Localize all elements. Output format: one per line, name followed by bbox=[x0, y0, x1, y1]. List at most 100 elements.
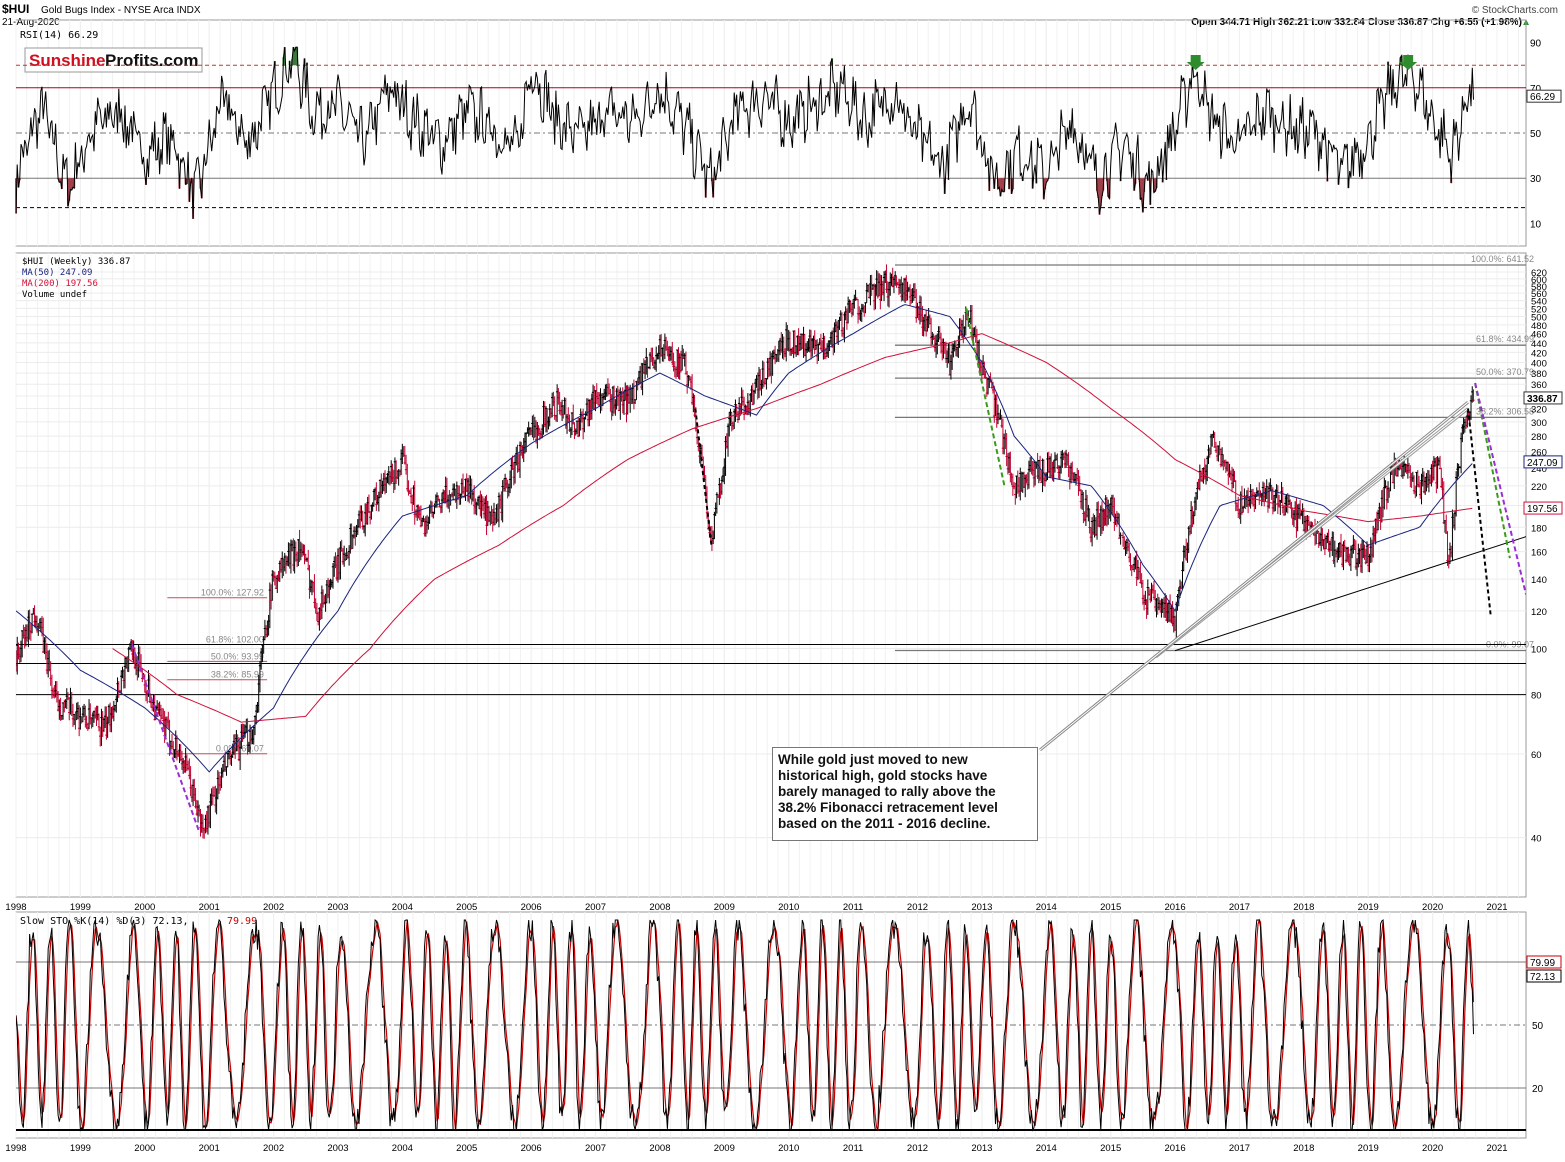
year-tick-label: 2000 bbox=[134, 1143, 155, 1154]
year-tick-label: 2016 bbox=[1164, 902, 1185, 913]
sto-tick-label: 20 bbox=[1532, 1084, 1544, 1095]
year-tick-label: 2003 bbox=[327, 1143, 348, 1154]
rsi-arrows bbox=[1186, 55, 1418, 70]
fib-label-1999-2000: 100.0%: 127.92 bbox=[201, 588, 264, 598]
year-tick-label: 2009 bbox=[714, 902, 735, 913]
price-tick-label: 600 bbox=[1531, 275, 1547, 286]
rsi-tick-label: 50 bbox=[1530, 129, 1542, 140]
year-tick-label: 2002 bbox=[263, 1143, 284, 1154]
sunshine-profits-logo: Sunshine Profits.com bbox=[24, 47, 203, 73]
grid-lines bbox=[15, 20, 1526, 1138]
year-tick-label: 2020 bbox=[1422, 902, 1443, 913]
price-tick-label: 220 bbox=[1531, 482, 1547, 493]
price-tick-label: 400 bbox=[1531, 358, 1547, 369]
rsi-legend: RSI(14) 66.29 bbox=[20, 30, 98, 41]
year-tick-label: 2016 bbox=[1164, 1143, 1185, 1154]
year-tick-label: 2013 bbox=[971, 1143, 992, 1154]
annotation-line-5: based on the 2011 - 2016 decline. bbox=[778, 816, 991, 831]
price-legend-volume: Volume undef bbox=[22, 290, 87, 300]
price-tick-label: 280 bbox=[1531, 432, 1547, 443]
year-tick-label: 1998 bbox=[5, 1143, 26, 1154]
price-tick-label: 480 bbox=[1531, 321, 1547, 332]
chart-symbol: $HUI bbox=[2, 2, 29, 16]
black-dashed-projection bbox=[694, 408, 713, 546]
price-legend-ma200: MA(200) 197.56 bbox=[22, 279, 98, 289]
price-tick-label: 440 bbox=[1531, 339, 1547, 350]
chart-source: © StockCharts.com bbox=[1472, 5, 1558, 16]
price-tick-label: 300 bbox=[1531, 418, 1547, 429]
sto-reference-lines bbox=[16, 961, 1526, 1131]
rsi-tick-label: 70 bbox=[1530, 84, 1542, 95]
svg-text:197.56: 197.56 bbox=[1527, 504, 1558, 515]
annotation-leader-line-inner bbox=[1039, 401, 1469, 751]
year-tick-label: 1999 bbox=[70, 902, 91, 913]
year-tick-label: 2006 bbox=[521, 1143, 542, 1154]
price-panel-frame bbox=[15, 252, 1527, 898]
rsi-series-line bbox=[16, 46, 1474, 219]
last-price-label: 336.87 bbox=[1523, 391, 1563, 405]
year-tick-label: 2009 bbox=[714, 1143, 735, 1154]
sto-k-value-label: 72.13 bbox=[1526, 969, 1562, 983]
ohlc-readout: Open 344.71 High 362.21 Low 332.84 Close… bbox=[1191, 17, 1522, 28]
price-tick-label: 120 bbox=[1531, 607, 1547, 618]
year-tick-label: 2021 bbox=[1486, 1143, 1507, 1154]
price-tick-label: 460 bbox=[1531, 330, 1547, 341]
year-tick-label: 2017 bbox=[1229, 1143, 1250, 1154]
purple-dashed-projection-2020 bbox=[1474, 382, 1526, 595]
ma50-line bbox=[16, 304, 1473, 773]
year-tick-label: 2004 bbox=[392, 1143, 413, 1154]
annotation-line-2: historical high, gold stocks have bbox=[778, 768, 988, 783]
year-tick-label: 2004 bbox=[392, 902, 413, 913]
price-tick-label: 320 bbox=[1531, 405, 1547, 416]
year-tick-label: 2005 bbox=[456, 902, 477, 913]
price-legend: $HUI (Weekly) 336.87 MA(50) 247.09 MA(20… bbox=[22, 257, 130, 300]
year-tick-label: 2001 bbox=[199, 1143, 220, 1154]
price-tick-label: 620 bbox=[1531, 268, 1547, 279]
green-dashed-projection-2020 bbox=[1474, 382, 1511, 559]
price-legend-main: $HUI (Weekly) 336.87 bbox=[22, 257, 130, 267]
year-tick-label: 2010 bbox=[778, 902, 799, 913]
year-tick-label: 2011 bbox=[843, 1143, 863, 1154]
svg-text:Sunshine: Sunshine bbox=[29, 51, 106, 70]
year-tick-label: 2008 bbox=[649, 902, 670, 913]
green-down-arrow-icon bbox=[1399, 55, 1418, 70]
year-tick-label: 2010 bbox=[778, 1143, 799, 1154]
fib-label-1999-2000: 38.2%: 85.99 bbox=[211, 670, 264, 680]
trend-lines bbox=[130, 308, 1526, 833]
year-tick-label: 2014 bbox=[1036, 1143, 1057, 1154]
svg-text:336.87: 336.87 bbox=[1527, 394, 1558, 405]
chart-name: Gold Bugs Index - NYSE Arca INDX bbox=[41, 5, 201, 16]
sto-axis: 50 20 79.99 72.13 bbox=[1526, 955, 1562, 1095]
rsi-tick-label: 30 bbox=[1530, 174, 1542, 185]
year-tick-label: 2002 bbox=[263, 902, 284, 913]
price-tick-label: 140 bbox=[1531, 575, 1547, 586]
price-tick-label: 160 bbox=[1531, 548, 1547, 559]
year-tick-label: 2013 bbox=[971, 902, 992, 913]
price-tick-label: 360 bbox=[1531, 380, 1547, 391]
annotation-line-3: barely managed to rally above the bbox=[778, 784, 996, 799]
year-tick-label: 2017 bbox=[1229, 902, 1250, 913]
price-legend-ma50: MA(50) 247.09 bbox=[22, 268, 92, 278]
year-tick-label: 2021 bbox=[1486, 902, 1507, 913]
price-tick-label: 560 bbox=[1531, 289, 1547, 300]
year-tick-label: 2018 bbox=[1293, 902, 1314, 913]
svg-text:247.09: 247.09 bbox=[1527, 458, 1558, 469]
rsi-axis: 90 70 50 30 10 66.29 bbox=[1526, 39, 1562, 230]
year-tick-label: 2012 bbox=[907, 902, 928, 913]
year-tick-label: 2001 bbox=[199, 902, 220, 913]
sto-legend-d: 79.99 bbox=[227, 916, 257, 927]
price-tick-label: 260 bbox=[1531, 447, 1547, 458]
fib-label-2011-2016: 50.0%: 370.79 bbox=[1476, 367, 1534, 377]
price-tick-label: 520 bbox=[1531, 304, 1547, 315]
price-tick-label: 500 bbox=[1531, 312, 1547, 323]
year-tick-label: 2006 bbox=[521, 902, 542, 913]
rsi-tick-label: 90 bbox=[1530, 39, 1542, 50]
price-fib-levels: 100.0%: 641.52 61.8%: 434.99 50.0%: 370.79… bbox=[16, 254, 1534, 755]
sto-k-line bbox=[16, 918, 1474, 1132]
year-tick-label: 2005 bbox=[456, 1143, 477, 1154]
year-tick-label: 2014 bbox=[1036, 902, 1057, 913]
fib-label-1999-2000: 61.8%: 102.00 bbox=[206, 634, 264, 644]
year-tick-label: 2003 bbox=[327, 902, 348, 913]
